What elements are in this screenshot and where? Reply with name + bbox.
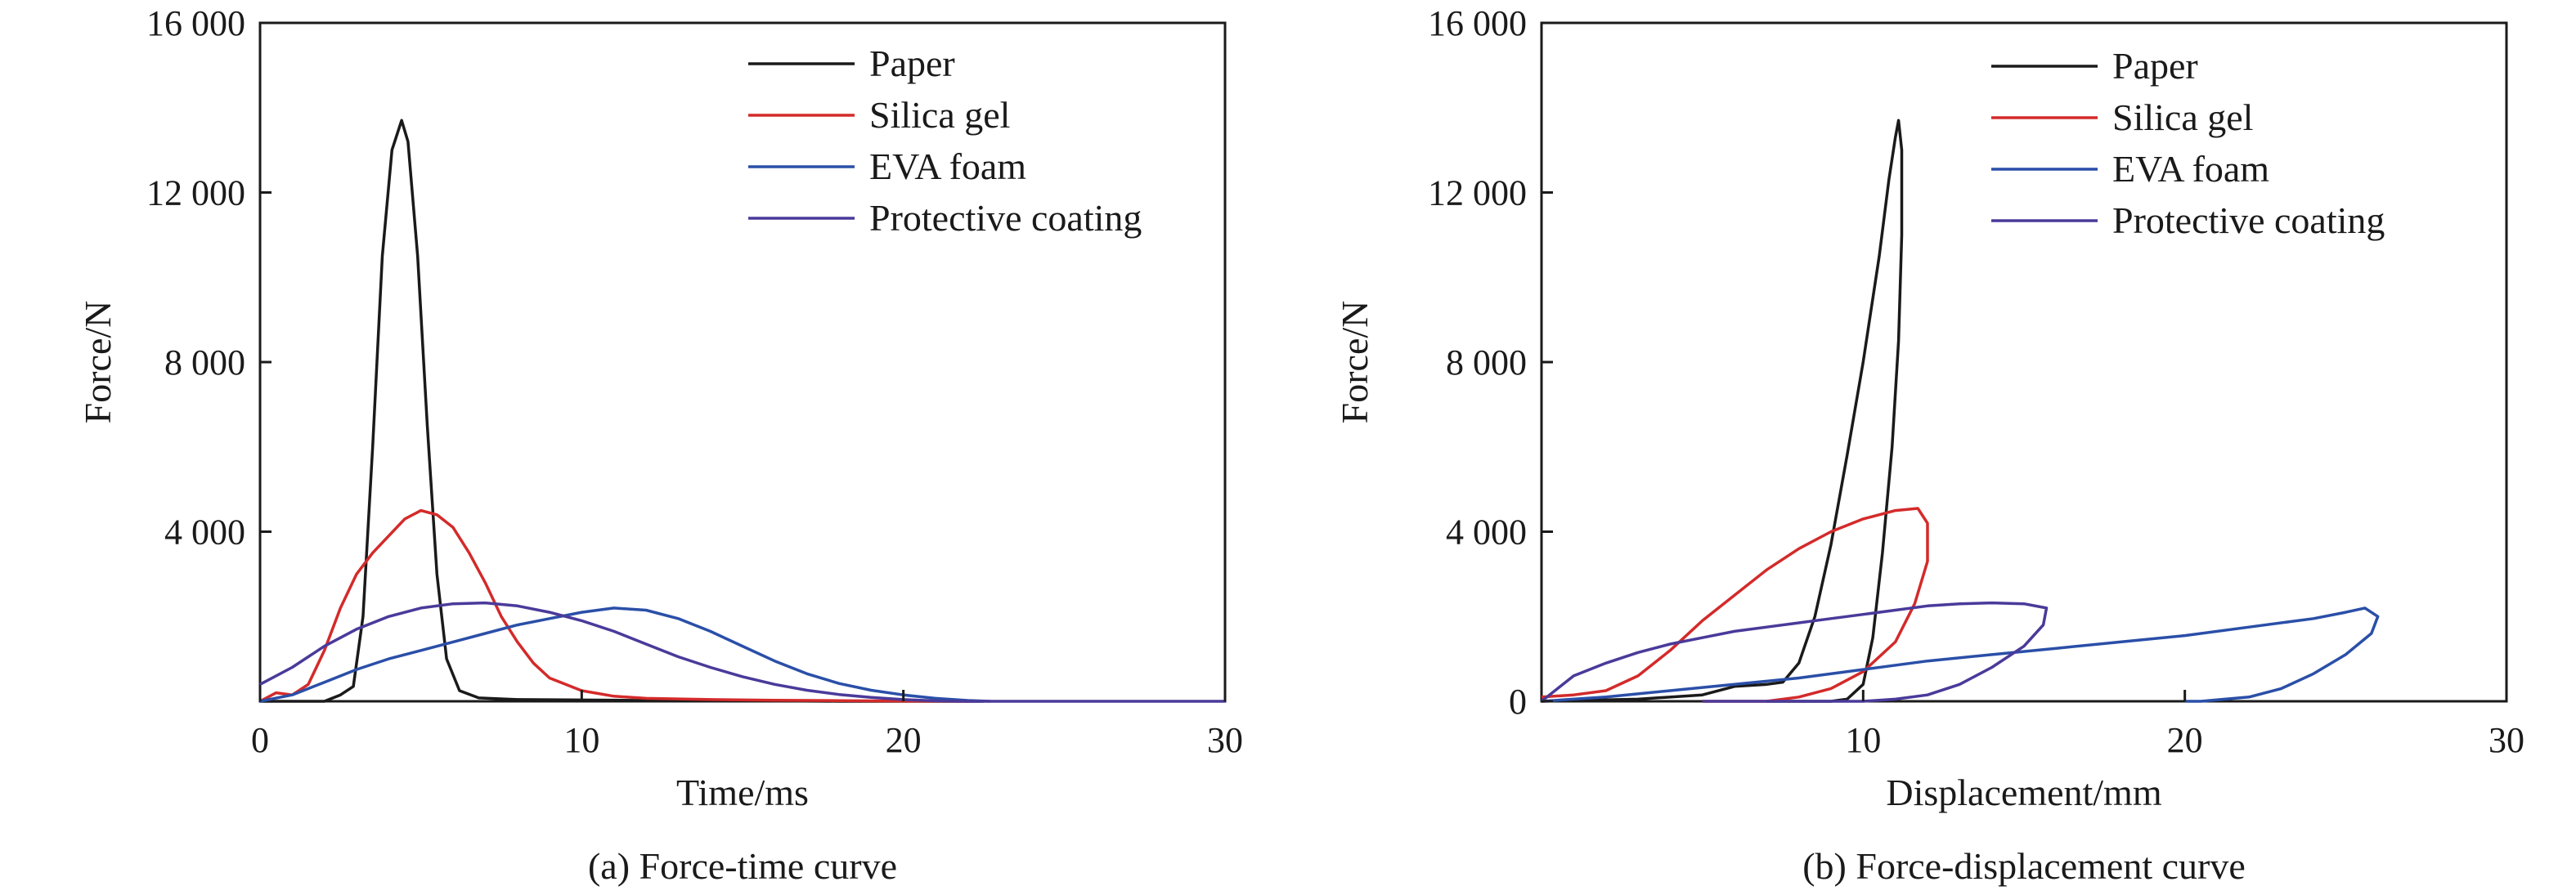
x-tick-label: 20: [2167, 720, 2203, 760]
series-line-protective-coating: [259, 601, 1225, 703]
x-tick-label: 30: [2488, 720, 2524, 760]
legend-label-eva-foam: EVA foam: [2112, 148, 2269, 190]
series-line-eva-foam: [259, 606, 990, 703]
ticks-layer-a: 0 10 20 30 4 000 8 000 12 000 16 000: [146, 3, 1243, 760]
legend-label-protective-coating: Protective coating: [2112, 199, 2385, 241]
legend-label-protective-coating: Protective coating: [869, 197, 1142, 239]
x-axis-title-a: Time/ms: [676, 772, 809, 813]
chart-panel-b: 10 20 30 0 4 000 8 000 12 000 16 000 Paper Silic…: [1334, 3, 2524, 887]
series-line-protective-coating: [1540, 601, 2049, 703]
x-tick-label: 0: [251, 720, 269, 760]
series-layer-a: [259, 119, 1225, 703]
y-axis-title-b: Force/N: [1334, 301, 1376, 424]
legend-label-silica-gel: Silica gel: [2112, 96, 2253, 138]
legend-label-silica-gel: Silica gel: [869, 94, 1010, 136]
y-tick-label: 12 000: [1428, 173, 1527, 213]
y-tick-label: 16 000: [1428, 3, 1527, 43]
legend-a: Paper Silica gel EVA foam Protective coatin…: [748, 43, 1142, 239]
series-line-silica-gel: [259, 508, 968, 703]
y-tick-label: 8 000: [1446, 342, 1527, 383]
chart-panel-a: 0 10 20 30 4 000 8 000 12 000 16 000 Paper Silic…: [77, 3, 1243, 887]
series-line-paper: [1541, 119, 1904, 703]
y-tick-label: 4 000: [1446, 512, 1527, 553]
caption-a: (a) Force-time curve: [588, 845, 897, 887]
plot-frame-a: [258, 21, 1227, 703]
legend-label-paper: Paper: [869, 43, 955, 84]
x-tick-label: 30: [1207, 720, 1243, 760]
x-axis-title-b: Displacement/mm: [1886, 772, 2161, 813]
plot-frame-b: [1540, 21, 2508, 703]
y-axis-title-a: Force/N: [77, 301, 119, 424]
caption-b: (b) Force-displacement curve: [1802, 845, 2246, 887]
series-layer-b: [1540, 119, 2380, 703]
ticks-layer-b: 10 20 30 0 4 000 8 000 12 000 16 000: [1428, 3, 2524, 760]
y-tick-label: 16 000: [146, 3, 245, 43]
legend-label-eva-foam: EVA foam: [869, 145, 1026, 187]
series-line-eva-foam: [1541, 606, 2380, 703]
y-tick-label: 4 000: [164, 512, 245, 553]
y-tick-label: 8 000: [164, 342, 245, 383]
series-line-silica-gel: [1541, 507, 1929, 703]
y-tick-label: 12 000: [146, 173, 245, 213]
legend-b: Paper Silica gel EVA foam Protective coatin…: [1991, 45, 2385, 241]
legend-label-paper: Paper: [2112, 45, 2198, 87]
series-line-paper: [260, 119, 984, 703]
x-tick-label: 10: [1845, 720, 1881, 760]
x-tick-label: 20: [886, 720, 922, 760]
x-tick-label: 10: [563, 720, 599, 760]
y-tick-label: 0: [1509, 682, 1527, 722]
